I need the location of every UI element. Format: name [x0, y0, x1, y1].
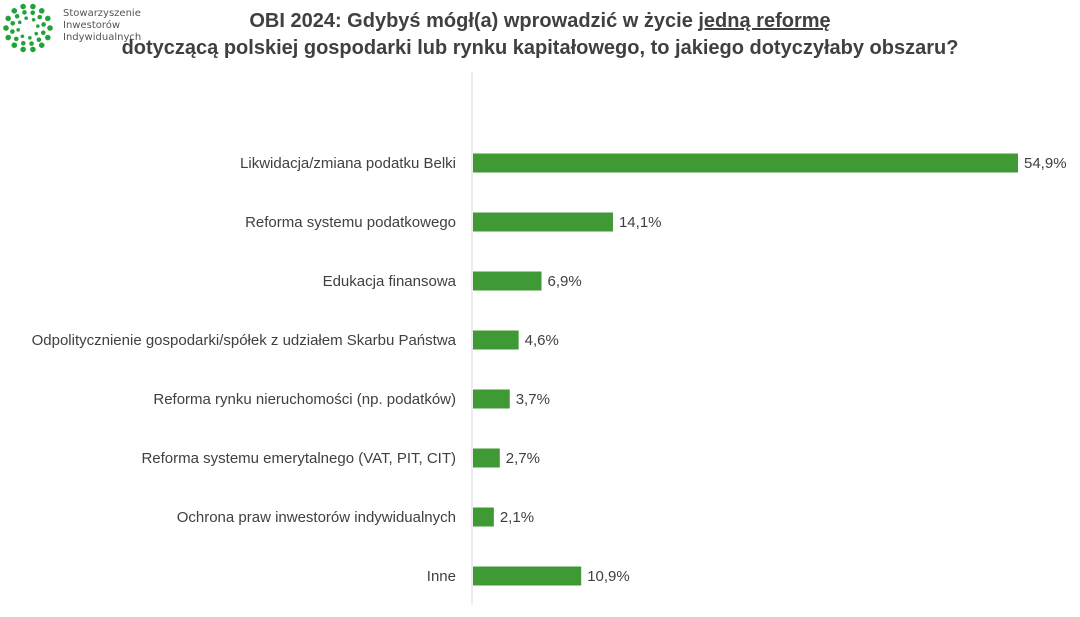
logo-dot	[11, 42, 18, 49]
logo-dot	[34, 31, 39, 36]
bar	[473, 212, 613, 232]
data-label: 14,1%	[619, 214, 662, 231]
logo-dot	[29, 41, 34, 46]
logo-dot	[40, 30, 46, 36]
title-line-2: dotyczącą polskiej gospodarki lub rynku …	[121, 37, 959, 59]
logo-dot	[31, 17, 36, 22]
data-label: 10,9%	[587, 568, 630, 585]
logo-dot	[3, 25, 9, 31]
data-label: 3,7%	[516, 391, 550, 408]
bar	[473, 389, 510, 409]
category-label: Edukacja finansowa	[323, 273, 457, 290]
data-label: 2,7%	[506, 450, 540, 467]
bar	[473, 153, 1018, 173]
bar	[473, 271, 542, 291]
category-label: Odpolitycznienie gospodarki/spółek z udz…	[32, 332, 457, 349]
logo-dot	[30, 10, 36, 16]
logo-dot	[36, 37, 42, 43]
logo-dot	[17, 20, 22, 25]
bar	[473, 330, 519, 350]
title-underlined: jedną reformę	[698, 10, 831, 32]
logo-dot	[30, 3, 36, 10]
logo-dot	[13, 36, 19, 42]
category-label: Reforma systemu emerytalnego (VAT, PIT, …	[141, 450, 456, 467]
logo-dot	[28, 36, 32, 40]
logo-dot	[30, 46, 36, 53]
logo-dot	[24, 16, 28, 20]
logo-dot	[45, 34, 51, 41]
logo-line: Indywidualnych	[63, 32, 142, 43]
logo-dot	[20, 34, 25, 39]
logo-line: Stowarzyszenie	[63, 8, 141, 19]
title-text: OBI 2024: Gdybyś mógł(a) wprowadzić w ży…	[249, 10, 699, 32]
category-label: Reforma rynku nieruchomości (np. podatkó…	[153, 391, 456, 408]
logo-dot	[37, 14, 43, 20]
logo-dot	[20, 40, 26, 46]
bar	[473, 566, 582, 586]
chart-title: OBI 2024: Gdybyś mógł(a) wprowadzić w ży…	[0, 8, 1080, 62]
data-label: 54,9%	[1024, 155, 1067, 172]
title-line-1: OBI 2024: Gdybyś mógł(a) wprowadzić w ży…	[0, 8, 1080, 35]
logo-dot	[47, 25, 53, 31]
data-label: 6,9%	[547, 273, 581, 290]
logo-dot	[22, 10, 27, 15]
logo-dot	[11, 7, 18, 14]
logo-dot	[16, 28, 20, 32]
logo-dot	[14, 13, 20, 19]
logo-dot	[38, 7, 45, 14]
logo-dot	[38, 42, 45, 49]
logo-dot	[10, 20, 16, 26]
logo-dot	[10, 29, 15, 34]
category-label: Likwidacja/zmiana podatku Belki	[240, 155, 456, 172]
bar	[473, 448, 500, 468]
logo-line: Inwestorów	[63, 20, 121, 31]
logo-dot	[5, 15, 11, 22]
category-label: Inne	[427, 568, 456, 585]
logo-icon	[3, 3, 53, 53]
category-label: Ochrona praw inwestorów indywidualnych	[177, 509, 456, 526]
bar	[473, 507, 494, 527]
data-label: 4,6%	[525, 332, 559, 349]
logo-dot	[20, 46, 26, 53]
logo-dot	[41, 22, 46, 27]
data-label: 2,1%	[500, 509, 534, 526]
logo-text: Stowarzyszenie Inwestorów Indywidualnych	[63, 8, 141, 44]
logo-dot	[45, 15, 51, 22]
logo-dot	[20, 3, 26, 10]
logo-dot	[36, 24, 40, 28]
logo-dot	[5, 34, 11, 41]
category-label: Reforma systemu podatkowego	[245, 214, 456, 231]
